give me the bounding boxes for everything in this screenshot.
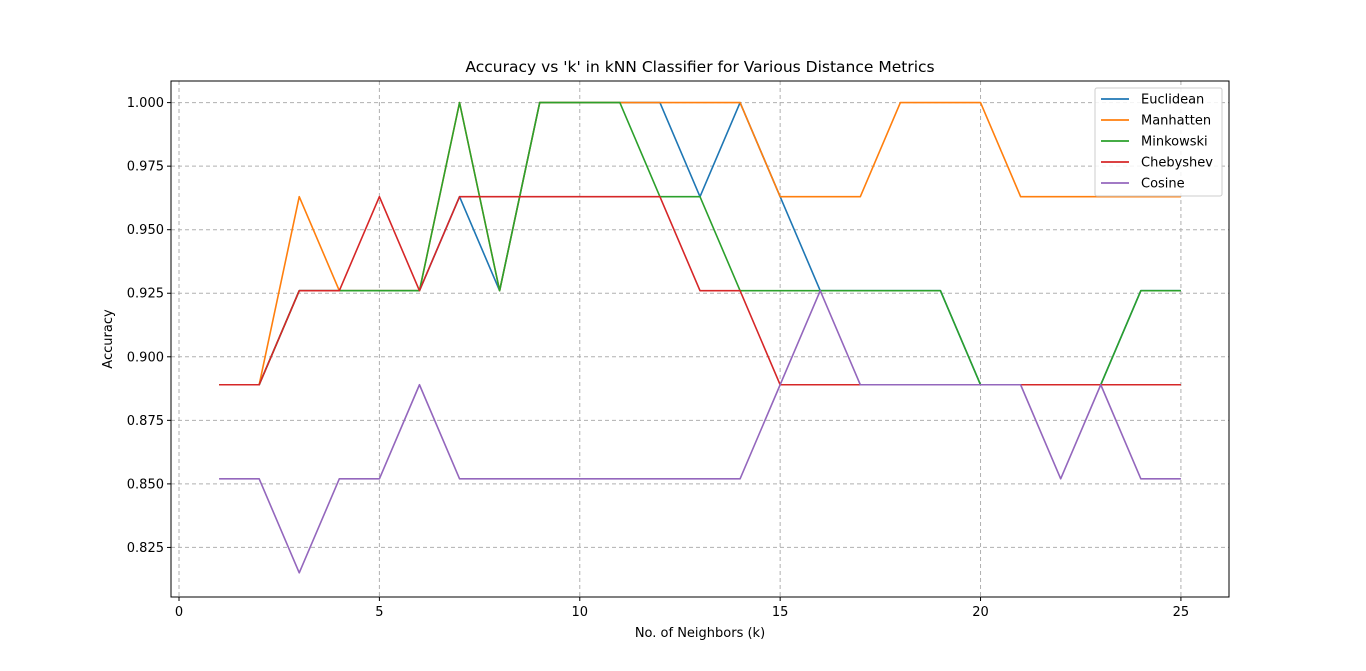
legend-label-minkowski: Minkowski — [1141, 135, 1208, 150]
plot-frame — [170, 80, 1230, 598]
legend: Euclidean Manhatten Minkowski Chebyshev Cosi… — [1094, 87, 1223, 197]
grid-layer — [171, 81, 1229, 597]
tick-layer: 0 5 10 15 20 25 0.825 0.850 0.875 0.900 0.925 0.950… — [127, 96, 1189, 620]
x-tick-label: 5 — [375, 605, 383, 620]
y-tick-label: 0.950 — [127, 223, 164, 238]
series-line-minkowski — [219, 101, 1181, 386]
series-line-euclidean — [219, 101, 1181, 386]
y-tick-label: 0.900 — [127, 350, 164, 365]
series-line-cosine — [219, 289, 1181, 574]
x-tick-label: 10 — [571, 605, 588, 620]
y-tick-label: 0.925 — [127, 287, 164, 302]
x-tick-label: 25 — [1173, 605, 1190, 620]
x-tick-label: 15 — [772, 605, 789, 620]
x-axis-label: No. of Neighbors (k) — [635, 626, 765, 641]
y-tick-label: 0.825 — [127, 541, 164, 556]
y-axis-label: Accuracy — [101, 309, 116, 369]
legend-label-chebyshev: Chebyshev — [1141, 156, 1213, 171]
series-line-manhatten — [219, 101, 1181, 386]
y-tick-label: 1.000 — [127, 96, 164, 111]
x-tick-label: 0 — [175, 605, 183, 620]
chart-title: Accuracy vs 'k' in kNN Classifier for Va… — [465, 58, 934, 76]
legend-label-manhatten: Manhatten — [1141, 114, 1211, 129]
y-tick-label: 0.975 — [127, 160, 164, 175]
x-tick-label: 20 — [972, 605, 989, 620]
series-layer — [219, 101, 1181, 574]
legend-label-euclidean: Euclidean — [1141, 93, 1204, 108]
legend-label-cosine: Cosine — [1141, 177, 1185, 192]
legend-box — [1094, 87, 1223, 197]
y-tick-label: 0.850 — [127, 477, 164, 492]
y-tick-label: 0.875 — [127, 414, 164, 429]
